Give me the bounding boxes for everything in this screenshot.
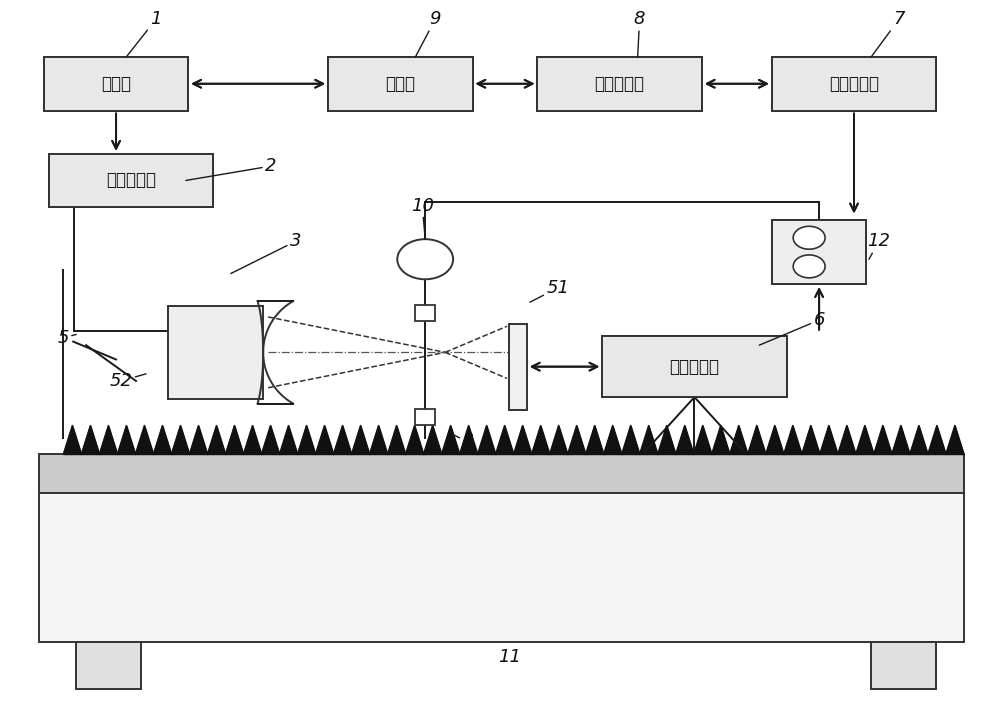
Text: 10: 10 bbox=[411, 196, 434, 239]
FancyBboxPatch shape bbox=[602, 336, 787, 397]
Text: 信号源: 信号源 bbox=[101, 75, 131, 93]
FancyBboxPatch shape bbox=[44, 57, 188, 111]
FancyBboxPatch shape bbox=[537, 57, 702, 111]
FancyBboxPatch shape bbox=[537, 57, 702, 111]
Text: 51: 51 bbox=[530, 279, 569, 302]
FancyBboxPatch shape bbox=[871, 642, 936, 689]
Text: 数字示波器: 数字示波器 bbox=[595, 75, 645, 93]
FancyBboxPatch shape bbox=[39, 454, 964, 493]
FancyBboxPatch shape bbox=[772, 57, 936, 111]
FancyBboxPatch shape bbox=[49, 154, 213, 207]
Text: 52: 52 bbox=[110, 372, 146, 390]
Text: 功率放大器: 功率放大器 bbox=[106, 171, 156, 189]
Text: 11: 11 bbox=[498, 648, 521, 666]
FancyBboxPatch shape bbox=[415, 305, 435, 321]
Text: 8: 8 bbox=[634, 10, 645, 58]
Text: 12: 12 bbox=[867, 232, 890, 260]
Text: 5: 5 bbox=[57, 329, 76, 347]
Text: 3: 3 bbox=[231, 232, 301, 273]
FancyBboxPatch shape bbox=[39, 493, 964, 642]
Text: 7: 7 bbox=[871, 10, 905, 58]
Text: 2: 2 bbox=[186, 157, 276, 180]
Text: 功率放大器: 功率放大器 bbox=[106, 171, 156, 189]
Text: 6: 6 bbox=[759, 311, 825, 345]
Text: 1: 1 bbox=[126, 10, 162, 58]
Text: 数字滤波器: 数字滤波器 bbox=[829, 75, 879, 93]
FancyBboxPatch shape bbox=[602, 336, 787, 397]
FancyBboxPatch shape bbox=[328, 57, 473, 111]
FancyBboxPatch shape bbox=[772, 220, 866, 284]
Text: 9: 9 bbox=[415, 10, 441, 58]
FancyBboxPatch shape bbox=[772, 57, 936, 111]
FancyBboxPatch shape bbox=[168, 306, 263, 399]
Circle shape bbox=[793, 255, 825, 278]
Text: 计算机: 计算机 bbox=[385, 75, 415, 93]
Text: 信号源: 信号源 bbox=[101, 75, 131, 93]
FancyBboxPatch shape bbox=[44, 57, 188, 111]
Circle shape bbox=[397, 239, 453, 279]
FancyBboxPatch shape bbox=[415, 409, 435, 425]
Text: 激光测振仪: 激光测振仪 bbox=[669, 357, 719, 375]
Circle shape bbox=[793, 226, 825, 249]
FancyBboxPatch shape bbox=[76, 642, 141, 689]
FancyBboxPatch shape bbox=[509, 324, 527, 410]
Circle shape bbox=[793, 226, 825, 249]
FancyBboxPatch shape bbox=[328, 57, 473, 111]
Circle shape bbox=[793, 255, 825, 278]
Text: 计算机: 计算机 bbox=[385, 75, 415, 93]
FancyBboxPatch shape bbox=[772, 220, 866, 284]
Text: 激光测振仪: 激光测振仪 bbox=[669, 357, 719, 375]
Text: 数字示波器: 数字示波器 bbox=[595, 75, 645, 93]
FancyBboxPatch shape bbox=[49, 154, 213, 207]
Text: 数字滤波器: 数字滤波器 bbox=[829, 75, 879, 93]
Text: 4: 4 bbox=[453, 433, 474, 451]
